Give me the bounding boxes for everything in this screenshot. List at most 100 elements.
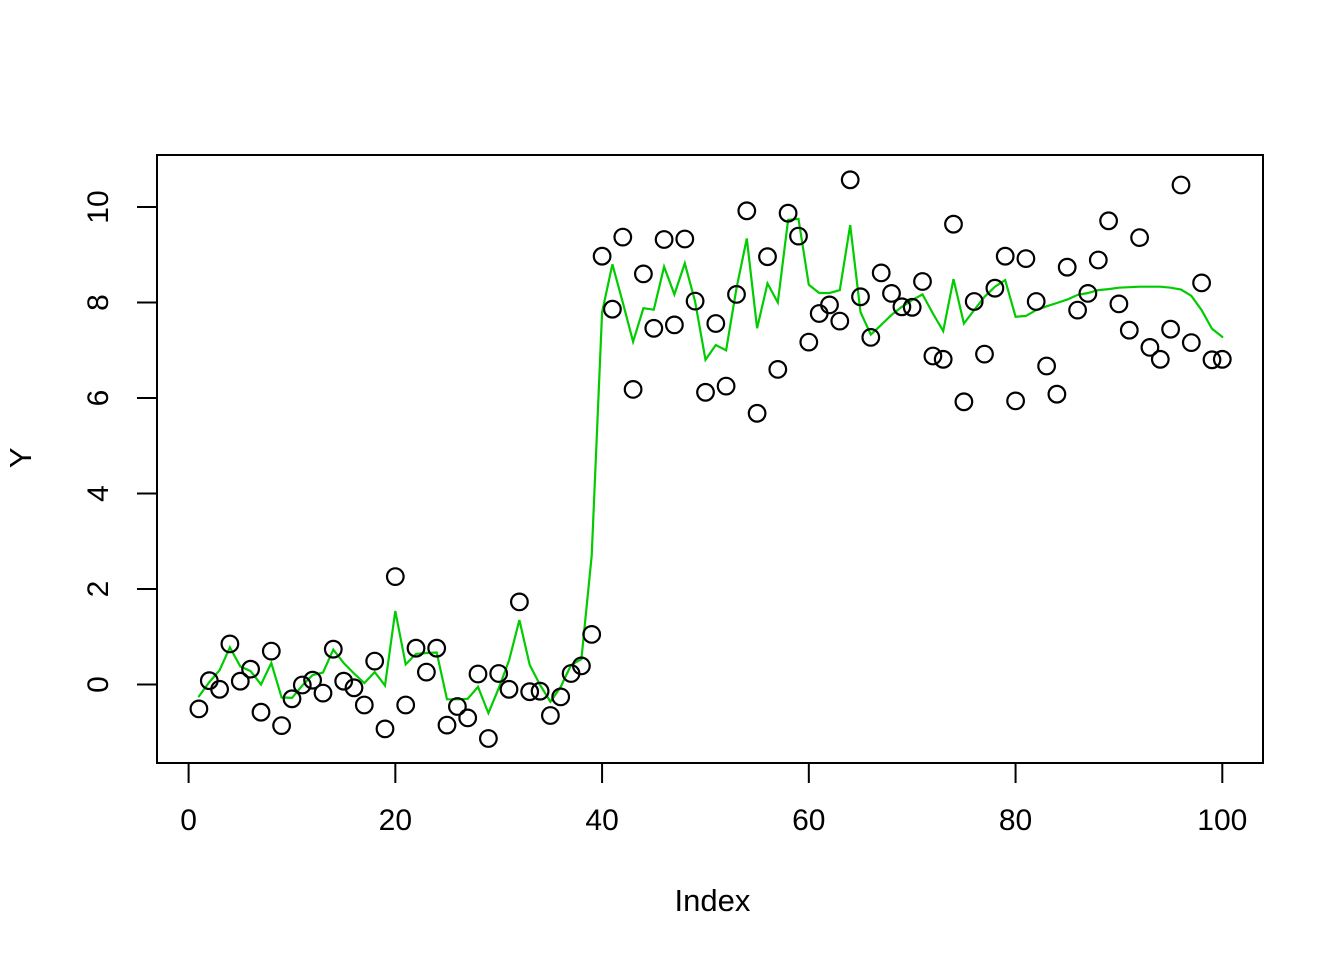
data-point xyxy=(1047,384,1067,404)
data-point xyxy=(210,679,230,699)
data-point xyxy=(1212,349,1232,369)
data-point xyxy=(448,697,467,716)
data-point xyxy=(644,318,664,338)
data-point xyxy=(303,670,323,690)
smooth-line xyxy=(197,217,1224,717)
data-point xyxy=(241,659,261,679)
data-point xyxy=(530,681,550,701)
data-point xyxy=(892,297,912,317)
data-point xyxy=(1057,257,1077,277)
data-point xyxy=(758,247,777,267)
data-point xyxy=(551,687,571,707)
data-point xyxy=(1109,294,1129,314)
data-point xyxy=(799,332,819,352)
data-point xyxy=(716,376,736,396)
data-point xyxy=(985,278,1005,298)
data-point xyxy=(747,403,767,423)
data-point xyxy=(851,287,870,307)
data-point xyxy=(675,229,695,249)
plot-box xyxy=(156,154,1264,764)
data-point xyxy=(944,214,963,234)
data-point xyxy=(468,664,488,684)
data-point xyxy=(406,638,426,658)
data-point xyxy=(282,689,302,709)
data-point xyxy=(1088,250,1108,270)
data-point xyxy=(1171,175,1191,195)
data-point xyxy=(820,295,839,315)
data-point xyxy=(613,227,633,247)
data-point xyxy=(789,226,808,246)
data-point xyxy=(634,264,653,284)
data-point xyxy=(417,662,436,682)
data-point xyxy=(1192,273,1211,293)
data-point xyxy=(727,285,746,304)
data-point xyxy=(654,230,674,249)
y-axis-title: Y xyxy=(3,447,38,468)
data-point xyxy=(964,292,984,311)
data-point xyxy=(768,360,788,379)
data-point xyxy=(685,291,705,311)
data-point xyxy=(489,664,509,683)
data-point xyxy=(902,297,922,317)
data-point xyxy=(696,382,715,402)
data-point xyxy=(706,314,726,333)
y-axis-tick-label: 0 xyxy=(82,676,115,693)
data-point xyxy=(882,284,901,303)
data-point xyxy=(603,299,622,319)
data-point xyxy=(396,695,416,715)
data-point xyxy=(778,203,798,223)
data-point xyxy=(220,634,240,654)
data-point xyxy=(1202,350,1222,370)
data-point xyxy=(1130,228,1149,248)
y-axis-tick-label: 2 xyxy=(82,581,115,598)
data-point xyxy=(334,671,354,691)
data-point xyxy=(1016,249,1036,269)
data-point xyxy=(975,344,994,364)
data-point xyxy=(541,706,560,725)
y-axis-tick-label: 6 xyxy=(82,390,115,407)
data-point xyxy=(861,328,881,347)
data-point xyxy=(923,346,943,366)
data-point xyxy=(261,641,281,661)
data-point xyxy=(1150,349,1170,369)
x-axis-title: Index xyxy=(675,883,751,918)
data-point xyxy=(840,170,860,190)
data-point xyxy=(933,349,953,369)
data-point xyxy=(520,682,540,702)
data-point xyxy=(582,625,602,644)
data-point xyxy=(1181,333,1201,353)
data-point xyxy=(623,380,643,399)
data-point xyxy=(830,311,850,331)
data-point xyxy=(437,715,457,735)
data-point xyxy=(251,702,271,722)
data-point xyxy=(344,678,364,698)
x-axis-tick-label: 80 xyxy=(999,804,1032,837)
data-point xyxy=(375,719,395,739)
data-point xyxy=(189,699,209,719)
data-point xyxy=(479,729,498,748)
data-point xyxy=(665,315,684,335)
y-axis-tick-label: 10 xyxy=(82,190,115,223)
data-point xyxy=(292,675,312,695)
x-axis-tick-label: 100 xyxy=(1197,804,1247,837)
data-point xyxy=(954,392,974,412)
data-point xyxy=(313,683,333,703)
data-point xyxy=(1119,320,1139,340)
data-point xyxy=(323,639,343,659)
data-point xyxy=(365,651,385,671)
data-point xyxy=(510,592,529,612)
data-point xyxy=(1068,300,1087,320)
data-point xyxy=(871,263,891,283)
data-point xyxy=(354,695,374,715)
y-axis-tick-label: 8 xyxy=(82,294,115,311)
x-axis-tick-label: 0 xyxy=(180,804,197,837)
x-axis-tick-label: 60 xyxy=(792,804,825,837)
data-point xyxy=(458,708,478,728)
data-point xyxy=(499,679,519,699)
data-point xyxy=(572,656,591,676)
data-point xyxy=(1161,319,1180,339)
data-point xyxy=(737,201,757,221)
data-point xyxy=(1078,284,1098,303)
